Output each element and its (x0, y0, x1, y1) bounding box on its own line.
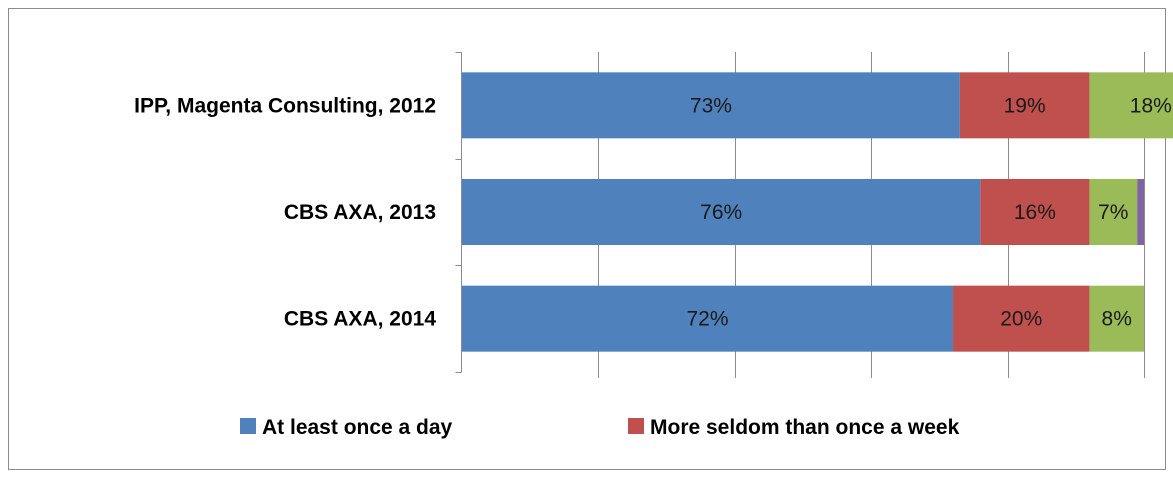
data-label-series0-cat2: 72% (687, 308, 729, 331)
bar-series2-cat0 (1089, 72, 1173, 139)
data-label-series2-cat2: 8% (1102, 308, 1132, 331)
legend: At least once a day More seldom than once… (240, 416, 960, 439)
category-labels: IPP, Magenta Consulting, 2012 CBS AXA, 20… (134, 94, 436, 330)
data-label-series2-cat1: 7% (1098, 201, 1128, 224)
bar-series0-cat1 (462, 179, 981, 245)
legend-swatch-1 (628, 418, 644, 434)
bar-series1-cat2 (953, 285, 1090, 352)
axes-group (455, 52, 1145, 378)
category-label-0: IPP, Magenta Consulting, 2012 (134, 94, 436, 117)
bar-series3-cat1 (1137, 179, 1144, 245)
data-label-series0-cat0: 73% (690, 94, 732, 117)
data-labels: 73% 19% 18% 76% 16% 7% 72% 20% 8% (687, 94, 1172, 330)
bar-series1-cat0 (959, 72, 1090, 139)
data-label-series2-cat0: 18% (1130, 94, 1172, 117)
data-label-series1-cat2: 20% (1000, 308, 1042, 331)
bar-series0-cat2 (462, 285, 954, 352)
bars-group (462, 72, 1173, 352)
legend-label-0: At least once a day (262, 416, 453, 439)
bar-series0-cat0 (462, 72, 960, 139)
bar-series1-cat1 (980, 179, 1090, 245)
data-label-series1-cat1: 16% (1014, 201, 1056, 224)
data-label-series0-cat1: 76% (700, 201, 742, 224)
category-label-1: CBS AXA, 2013 (284, 201, 436, 224)
data-label-series1-cat0: 19% (1004, 94, 1046, 117)
bar-series2-cat2 (1089, 285, 1144, 352)
legend-label-1: More seldom than once a week (650, 416, 960, 439)
bar-series2-cat1 (1089, 179, 1138, 245)
category-label-2: CBS AXA, 2014 (284, 308, 436, 331)
legend-swatch-0 (240, 418, 256, 434)
